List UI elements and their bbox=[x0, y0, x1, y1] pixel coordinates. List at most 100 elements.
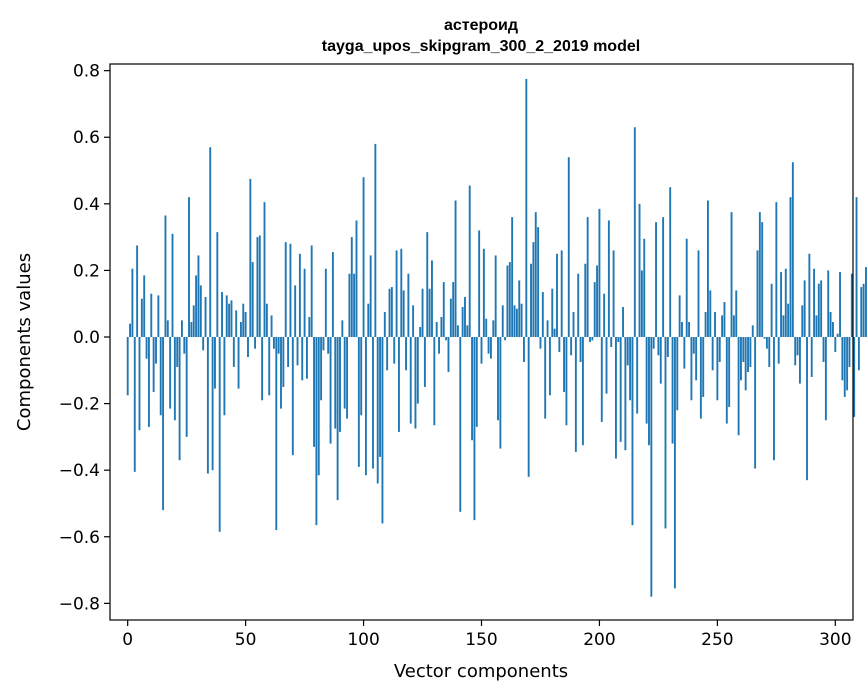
bar bbox=[551, 288, 554, 338]
bar bbox=[164, 215, 167, 338]
bar bbox=[475, 337, 478, 427]
bar bbox=[813, 268, 816, 337]
bar bbox=[346, 337, 348, 419]
bar bbox=[563, 337, 565, 392]
bar bbox=[447, 337, 450, 372]
bar bbox=[652, 337, 655, 349]
bar bbox=[706, 200, 709, 337]
bar bbox=[247, 337, 249, 357]
bar bbox=[272, 337, 275, 349]
bar bbox=[364, 337, 367, 476]
bar bbox=[258, 235, 261, 337]
bar bbox=[702, 337, 705, 397]
bar bbox=[414, 337, 417, 429]
bar bbox=[523, 337, 525, 362]
bar bbox=[353, 273, 356, 338]
bar bbox=[591, 337, 594, 341]
bar bbox=[574, 337, 577, 452]
bar bbox=[471, 337, 474, 441]
bar bbox=[433, 337, 436, 426]
bar bbox=[322, 337, 325, 351]
bar bbox=[820, 280, 823, 338]
bar bbox=[230, 300, 233, 337]
bar bbox=[787, 303, 790, 337]
bar bbox=[832, 322, 834, 337]
bar bbox=[374, 143, 377, 337]
bar bbox=[622, 307, 624, 337]
bar bbox=[449, 298, 452, 338]
x-axis: 0 50 100 150 200 250 300 bbox=[122, 620, 852, 650]
bar bbox=[428, 288, 431, 338]
bar bbox=[254, 337, 257, 349]
bar bbox=[798, 337, 801, 384]
bar bbox=[829, 312, 832, 338]
bar bbox=[678, 295, 681, 338]
bar bbox=[749, 337, 752, 367]
bar bbox=[756, 250, 759, 337]
bar bbox=[454, 200, 457, 337]
bar bbox=[629, 337, 632, 401]
bar bbox=[209, 147, 212, 337]
bar bbox=[600, 337, 603, 422]
bar bbox=[277, 337, 280, 354]
bar bbox=[287, 337, 290, 367]
bar bbox=[857, 337, 860, 371]
bar bbox=[605, 337, 608, 394]
bar bbox=[794, 337, 797, 366]
bar bbox=[331, 252, 334, 338]
bar bbox=[586, 217, 589, 338]
x-tick-label: 200 bbox=[583, 630, 615, 650]
bar bbox=[280, 337, 282, 409]
bar bbox=[315, 337, 318, 526]
bar bbox=[589, 337, 591, 342]
bar bbox=[777, 337, 780, 364]
bar bbox=[317, 337, 320, 476]
bar bbox=[423, 337, 426, 387]
bar bbox=[138, 337, 141, 431]
bar bbox=[699, 337, 702, 419]
bar bbox=[843, 337, 846, 397]
bar bbox=[773, 337, 775, 461]
bar bbox=[770, 283, 773, 338]
bar bbox=[459, 337, 462, 512]
bar bbox=[133, 337, 136, 472]
bar bbox=[402, 290, 405, 338]
bar bbox=[626, 337, 629, 366]
bar bbox=[534, 212, 537, 338]
bar bbox=[537, 227, 540, 338]
bar bbox=[834, 337, 837, 352]
bar bbox=[751, 325, 754, 337]
bar bbox=[648, 337, 650, 446]
bar bbox=[725, 337, 728, 424]
bar bbox=[336, 337, 339, 501]
bar bbox=[294, 285, 297, 337]
bar bbox=[520, 303, 523, 337]
x-tick-label: 250 bbox=[701, 630, 733, 650]
bar bbox=[362, 177, 365, 338]
bar bbox=[270, 315, 273, 338]
bar bbox=[728, 337, 731, 407]
bar bbox=[166, 320, 169, 338]
bar bbox=[850, 273, 853, 338]
y-axis: −0.8 −0.6 −0.4 −0.2 0.0 0.2 0.4 0.6 0.8 bbox=[59, 62, 110, 614]
bar bbox=[610, 337, 613, 347]
bar bbox=[747, 337, 749, 372]
bar bbox=[716, 337, 719, 401]
bar bbox=[379, 337, 382, 457]
bar bbox=[671, 337, 674, 444]
bar bbox=[824, 337, 827, 421]
bar bbox=[218, 337, 221, 532]
bar bbox=[485, 318, 488, 337]
y-tick-label: −0.2 bbox=[59, 395, 100, 415]
bar bbox=[839, 272, 841, 337]
bar bbox=[841, 337, 844, 381]
bar bbox=[176, 337, 179, 367]
bar bbox=[765, 337, 768, 349]
bar bbox=[256, 237, 259, 338]
bar bbox=[681, 322, 683, 337]
bar bbox=[239, 322, 242, 337]
bar bbox=[237, 337, 240, 389]
bar bbox=[577, 273, 580, 338]
bar bbox=[775, 202, 778, 338]
